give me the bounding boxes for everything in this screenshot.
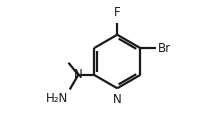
Text: H₂N: H₂N bbox=[46, 92, 69, 105]
Text: F: F bbox=[114, 6, 121, 19]
Text: Br: Br bbox=[157, 42, 170, 55]
Text: N: N bbox=[74, 68, 83, 81]
Text: N: N bbox=[113, 93, 122, 106]
